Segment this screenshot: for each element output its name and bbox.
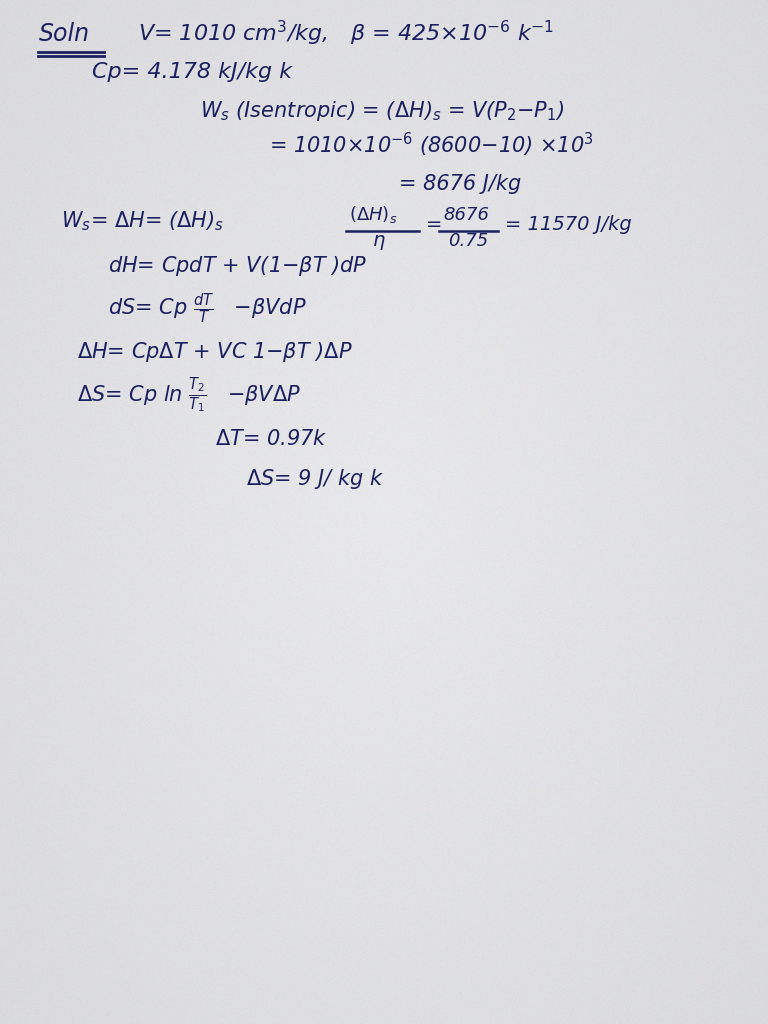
Text: =: = [426,215,442,234]
Text: $(\Delta H)_s$: $(\Delta H)_s$ [349,204,398,225]
Text: dS= Cp $\frac{dT}{T}$   $-\beta$VdP: dS= Cp $\frac{dT}{T}$ $-\beta$VdP [108,292,306,327]
Text: $\Delta$H= Cp$\Delta$T + VC 1$-\beta$T )$\Delta$P: $\Delta$H= Cp$\Delta$T + VC 1$-\beta$T )… [77,340,353,365]
Text: $\eta$: $\eta$ [372,232,386,252]
Text: $\Delta$T= 0.97k: $\Delta$T= 0.97k [215,429,327,450]
Text: dH= CpdT + V(1$-\beta$T )dP: dH= CpdT + V(1$-\beta$T )dP [108,254,367,279]
Text: Cp= 4.178 kJ/kg k: Cp= 4.178 kJ/kg k [92,61,293,82]
Text: = 1010$\times$10$^{-6}$ (8600$-$10) $\times$10$^3$: = 1010$\times$10$^{-6}$ (8600$-$10) $\ti… [269,131,594,160]
Text: V= 1010 cm$^3$/kg,   $\beta$ = 425$\times$10$^{-6}$ k$^{-1}$: V= 1010 cm$^3$/kg, $\beta$ = 425$\times$… [138,18,554,48]
Text: W$_s$ (Isentropic) = ($\Delta$H)$_s$ = V(P$_2$$-$P$_1$): W$_s$ (Isentropic) = ($\Delta$H)$_s$ = V… [200,98,564,123]
Text: Soln: Soln [38,22,90,46]
Text: $\Delta$S= 9 J/ kg k: $\Delta$S= 9 J/ kg k [246,467,384,492]
Text: = 8676 J/kg: = 8676 J/kg [399,174,521,195]
Text: 0.75: 0.75 [449,231,488,250]
Text: $\Delta$S= Cp ln $\frac{T_2}{T_1}$   $-\beta$V$\Delta$P: $\Delta$S= Cp ln $\frac{T_2}{T_1}$ $-\be… [77,375,301,415]
Text: = 11570 J/kg: = 11570 J/kg [505,215,632,234]
Text: 8676: 8676 [444,206,490,224]
Text: W$_s$= $\Delta$H= ($\Delta$H)$_s$: W$_s$= $\Delta$H= ($\Delta$H)$_s$ [61,209,224,232]
